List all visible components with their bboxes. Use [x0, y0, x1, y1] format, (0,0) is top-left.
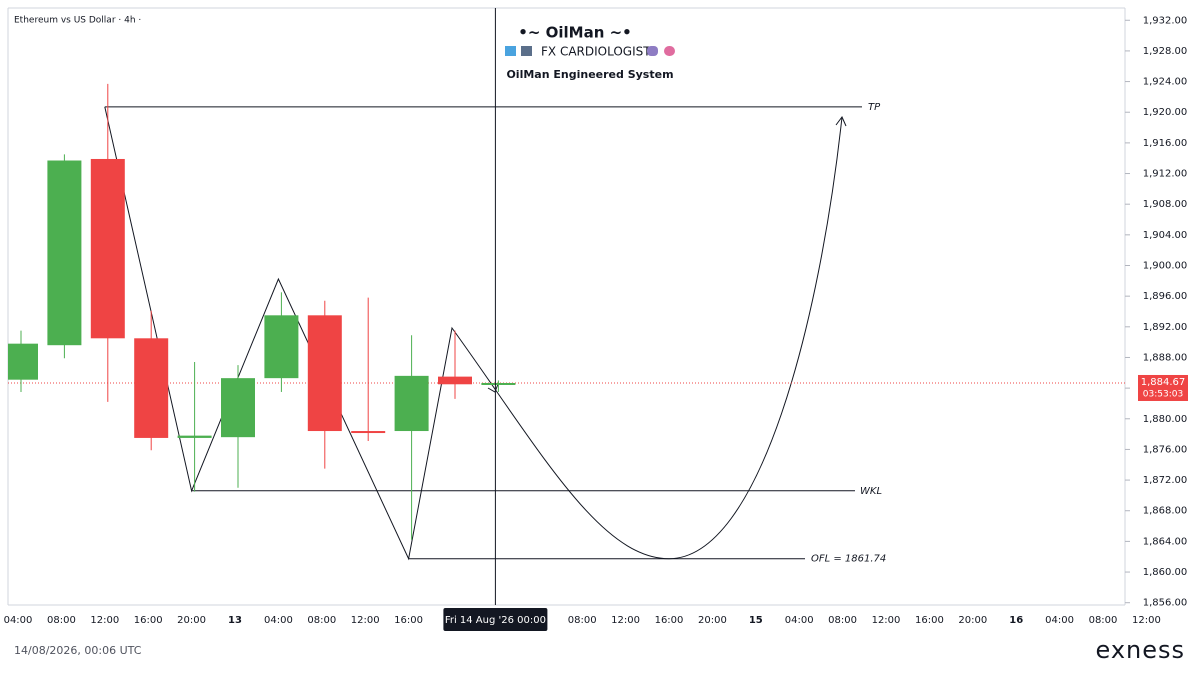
- crosshair-bubble: [443, 608, 548, 631]
- x-tick-label: 20:00: [958, 615, 987, 626]
- y-tick-label: 1,920.00: [1143, 107, 1188, 118]
- x-tick-label: 12:00: [872, 615, 901, 626]
- x-tick-label: 16:00: [394, 615, 423, 626]
- y-tick-label: 1,868.00: [1143, 506, 1188, 517]
- symbol: Ethereum vs US Dollar · 4h ·: [14, 16, 141, 26]
- candle-body: [47, 160, 82, 346]
- y-tick-label: 1,872.00: [1143, 475, 1188, 486]
- icon: [664, 46, 675, 56]
- x-tick-label: 08:00: [307, 615, 336, 626]
- x-tick-label: 08:00: [1089, 615, 1118, 626]
- y-tick-label: 1,876.00: [1143, 444, 1188, 455]
- candle-body: [438, 376, 472, 385]
- x-tick-label: 08:00: [828, 615, 857, 626]
- candle-body: [90, 158, 125, 339]
- icon: [505, 46, 516, 56]
- y-tick-label: 1,912.00: [1143, 169, 1188, 180]
- candle-body: [8, 343, 38, 380]
- y-tick-label: 1,888.00: [1143, 352, 1188, 363]
- y-tick-label: 1,864.00: [1143, 536, 1188, 547]
- x-tick-label: 16:00: [915, 615, 944, 626]
- x-tick-label: 04:00: [264, 615, 293, 626]
- x-tick-label: 13: [228, 615, 242, 626]
- y-tick-label: 1,932.00: [1143, 15, 1188, 26]
- x-tick-label: 04:00: [1045, 615, 1074, 626]
- x-tick-label: 12:00: [611, 615, 640, 626]
- timestamp: 14/08/2026, 00:06 UTC: [14, 644, 142, 657]
- candle-body: [351, 431, 386, 434]
- x-tick-label: 16: [1009, 615, 1023, 626]
- level-label: WKL: [860, 486, 882, 497]
- candle-body: [394, 375, 429, 432]
- x-tick-label: 12:00: [351, 615, 380, 626]
- y-tick-label: 1,924.00: [1143, 77, 1188, 88]
- y-tick-label: 1,908.00: [1143, 199, 1188, 210]
- level-label: OFL = 1861.74: [811, 554, 886, 565]
- candle-body: [221, 378, 255, 438]
- subtitle: FX CARDIOLOGIST: [541, 45, 651, 59]
- y-tick-label: 1,856.00: [1143, 598, 1188, 609]
- icon: [647, 46, 658, 56]
- x-tick-label: 08:00: [568, 615, 597, 626]
- x-tick-label: 20:00: [177, 615, 206, 626]
- plot: TP WKL OFL = 1861.74: [8, 83, 1125, 565]
- y-tick-label: 1,892.00: [1143, 322, 1188, 333]
- price-label: 1,884.67: [1141, 377, 1186, 388]
- candle-body: [264, 315, 299, 379]
- candle-body: [177, 435, 212, 438]
- x-tick-label: 12:00: [90, 615, 119, 626]
- price-box: [1138, 374, 1188, 401]
- note: OilMan Engineered System: [506, 68, 673, 81]
- x-tick-label: 20:00: [698, 615, 727, 626]
- y-tick-label: 1,904.00: [1143, 230, 1188, 241]
- x-tick-label: 04:00: [785, 615, 814, 626]
- x-tick-label: 04:00: [4, 615, 33, 626]
- icon: [521, 46, 532, 56]
- candle-body: [307, 315, 342, 432]
- crosshair-label: Fri 14 Aug '26 00:00: [445, 615, 546, 626]
- y-tick-label: 1,928.00: [1143, 46, 1188, 57]
- candle-body: [481, 382, 516, 385]
- projection-path: [104, 106, 843, 561]
- y-tick-label: 1,896.00: [1143, 291, 1188, 302]
- x-tick-label: 15: [749, 615, 763, 626]
- title: •~ OilMan ~•: [518, 24, 632, 42]
- y-tick-label: 1,916.00: [1143, 138, 1188, 149]
- level-label: TP: [868, 102, 881, 113]
- countdown: 03:53:03: [1143, 389, 1183, 399]
- brand: exness: [1095, 636, 1185, 664]
- candle-body: [134, 338, 169, 438]
- arrowhead: [835, 116, 847, 127]
- y-tick-label: 1,860.00: [1143, 567, 1188, 578]
- x-tick-label: 12:00: [1132, 615, 1161, 626]
- x-tick-label: 16:00: [134, 615, 163, 626]
- y-tick-label: 1,900.00: [1143, 260, 1188, 271]
- x-tick-label: 16:00: [655, 615, 684, 626]
- x-tick-label: 08:00: [47, 615, 76, 626]
- y-tick-label: 1,880.00: [1143, 414, 1188, 425]
